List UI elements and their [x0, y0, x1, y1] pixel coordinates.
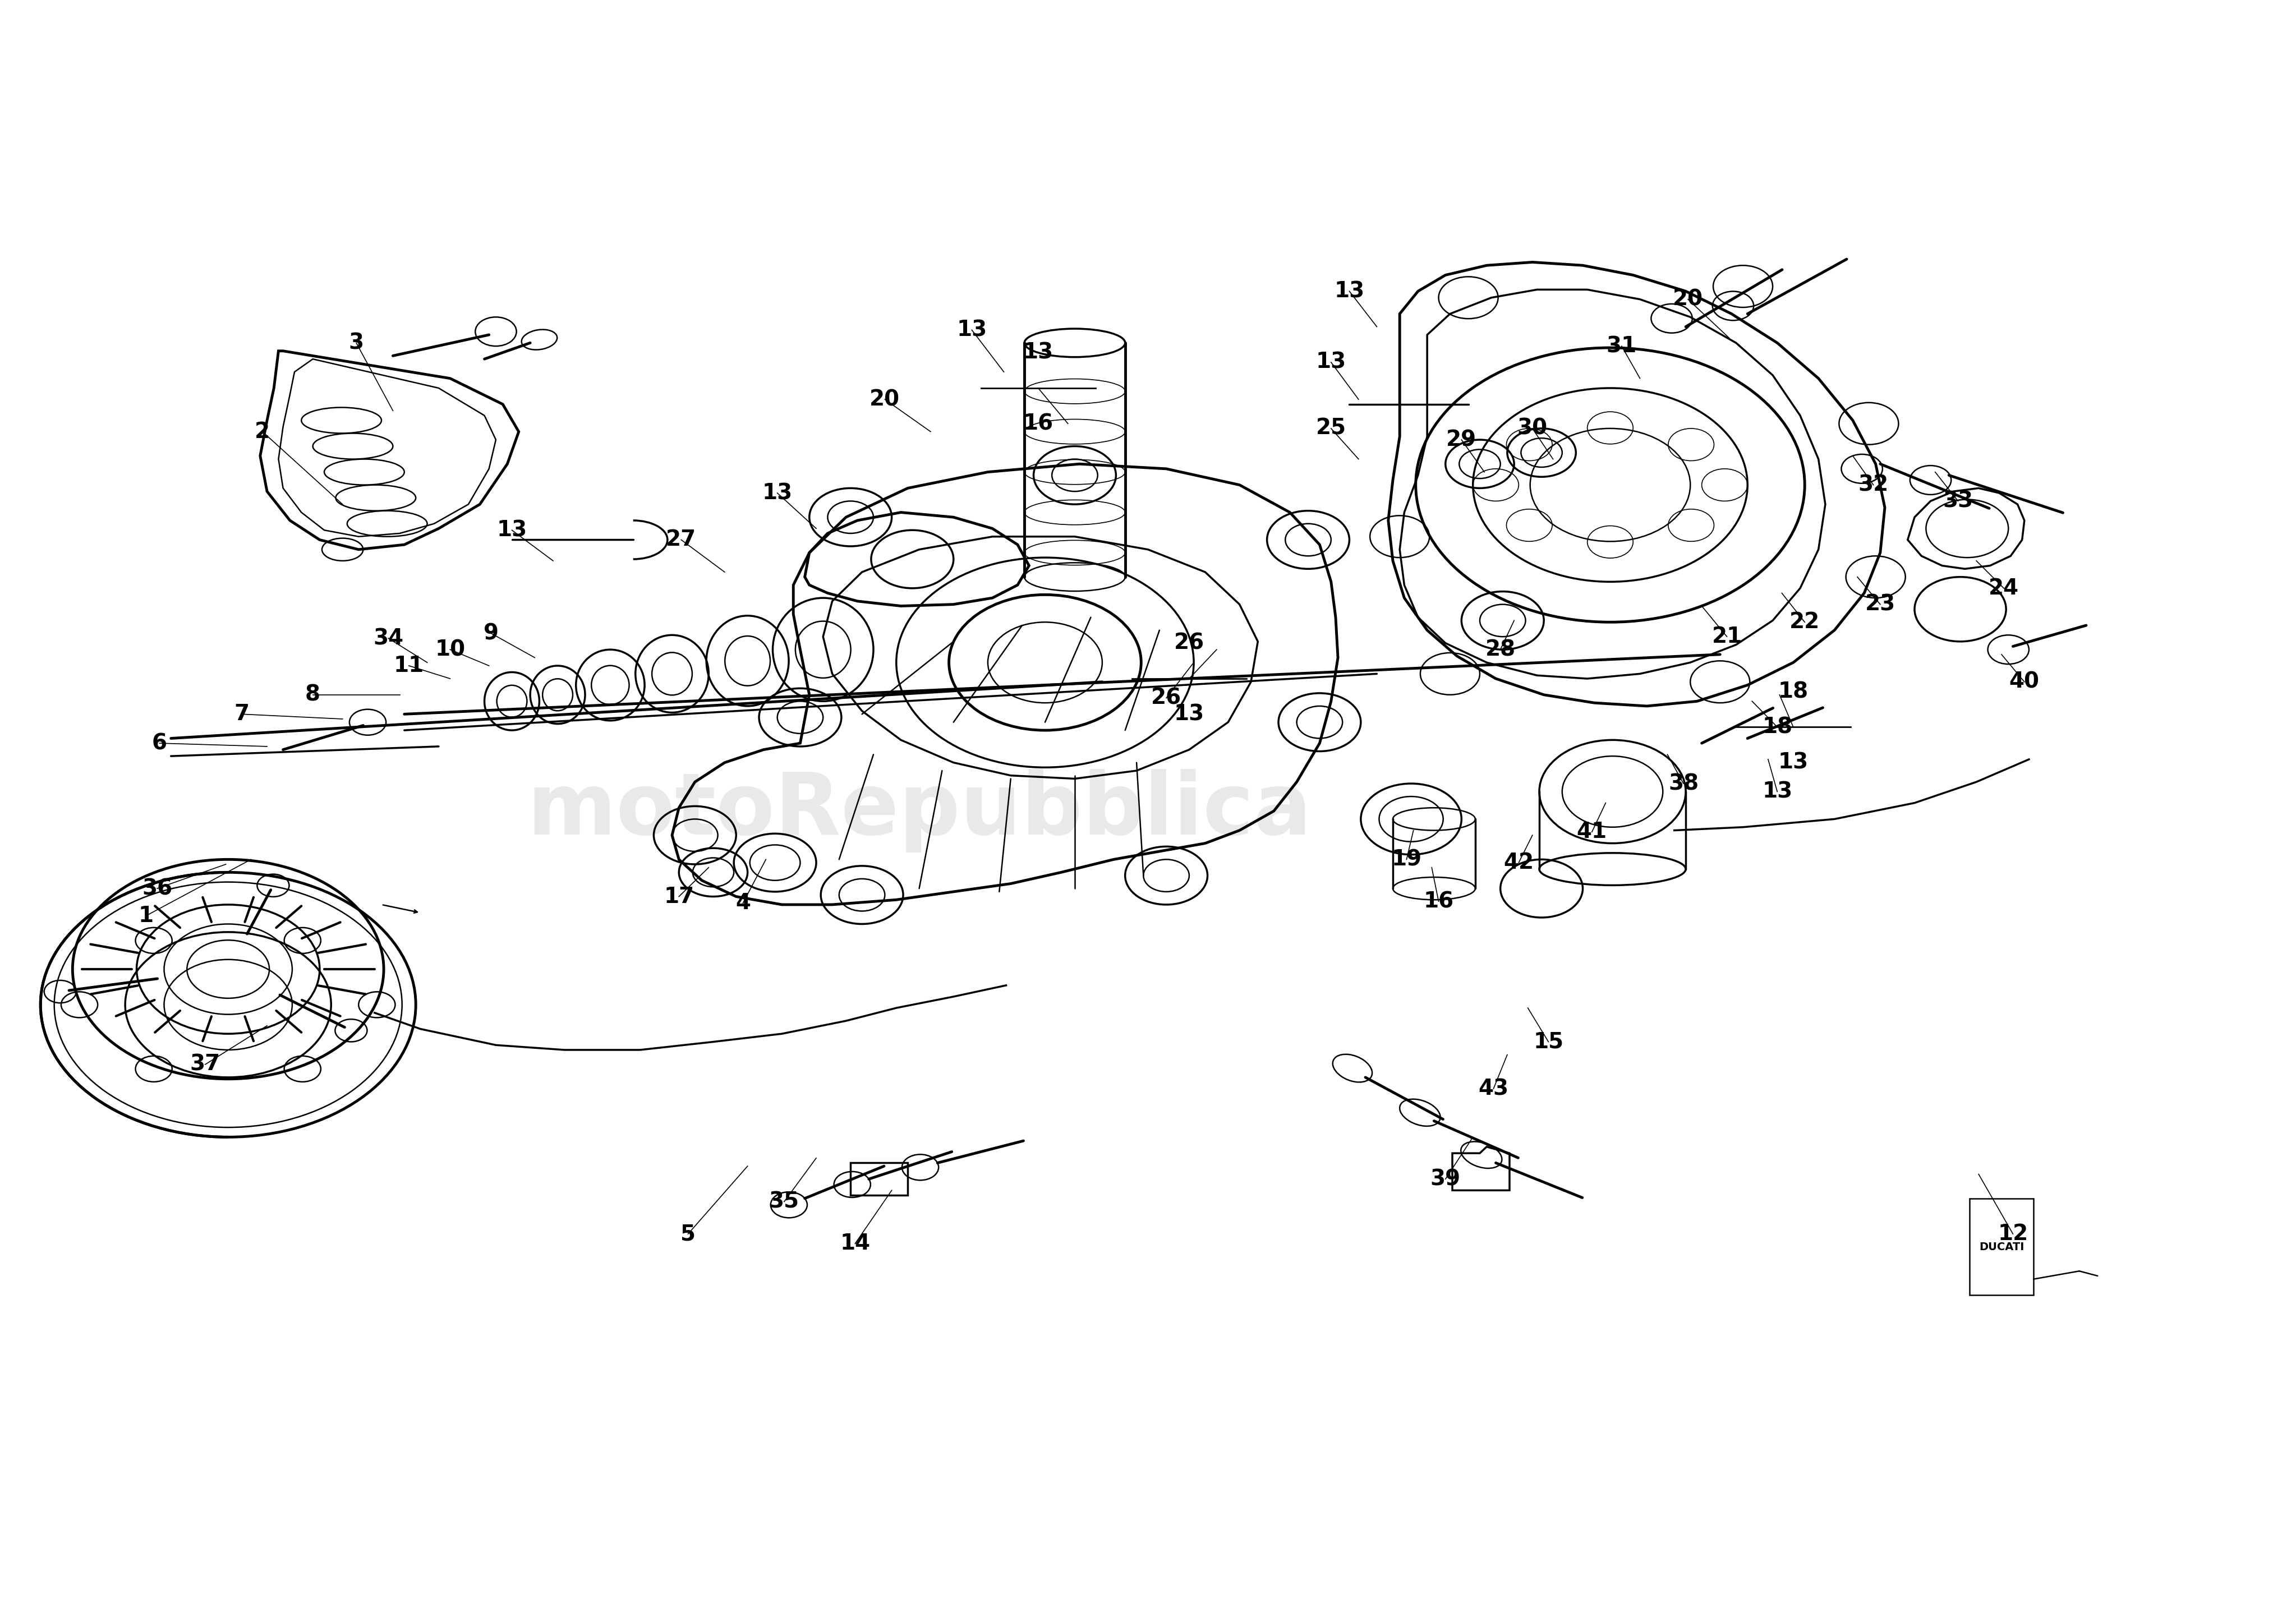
Text: motoRepubblica: motoRepubblica: [526, 769, 1311, 853]
Text: 14: 14: [840, 1233, 870, 1254]
Text: 13: 13: [957, 320, 987, 341]
Text: DUCATI: DUCATI: [1979, 1241, 2025, 1252]
Text: 19: 19: [1391, 848, 1421, 869]
Text: 1: 1: [138, 905, 154, 926]
Text: 13: 13: [1761, 780, 1793, 803]
Text: 38: 38: [1669, 774, 1699, 795]
Text: 10: 10: [434, 639, 466, 660]
Text: 27: 27: [666, 529, 696, 550]
Text: 25: 25: [1316, 418, 1345, 440]
Text: 13: 13: [1334, 281, 1364, 302]
Text: 29: 29: [1446, 430, 1476, 451]
Text: 16: 16: [1024, 414, 1054, 435]
Text: 24: 24: [1988, 577, 2018, 599]
Text: 37: 37: [191, 1054, 220, 1075]
Text: 41: 41: [1577, 821, 1607, 843]
Text: 18: 18: [1761, 717, 1793, 738]
Text: 35: 35: [769, 1191, 799, 1212]
Text: 13: 13: [762, 482, 792, 504]
Text: 33: 33: [1942, 490, 1972, 511]
Text: 26: 26: [1173, 633, 1205, 654]
Text: 22: 22: [1789, 611, 1821, 633]
Text: 23: 23: [1864, 594, 1896, 615]
Text: 9: 9: [484, 623, 498, 644]
Text: 13: 13: [1024, 342, 1054, 363]
Text: 8: 8: [305, 684, 321, 706]
Text: 28: 28: [1486, 639, 1515, 660]
Text: 11: 11: [393, 655, 425, 676]
Text: 30: 30: [1518, 418, 1548, 440]
Text: 20: 20: [870, 389, 900, 410]
Text: 7: 7: [234, 704, 250, 725]
Text: 34: 34: [374, 628, 404, 649]
Text: 5: 5: [680, 1223, 696, 1244]
Text: 16: 16: [1424, 890, 1453, 912]
Text: 13: 13: [1173, 704, 1205, 725]
Text: 4: 4: [735, 892, 751, 913]
Text: 3: 3: [349, 333, 363, 354]
Text: 26: 26: [1150, 688, 1182, 709]
Text: 12: 12: [1998, 1223, 2027, 1244]
Text: 43: 43: [1479, 1079, 1508, 1100]
Text: 21: 21: [1713, 626, 1743, 647]
Text: 39: 39: [1430, 1168, 1460, 1189]
Text: 2: 2: [255, 422, 271, 443]
Text: 17: 17: [664, 886, 693, 907]
Text: 32: 32: [1857, 474, 1890, 496]
Text: 36: 36: [142, 878, 172, 899]
Text: 6: 6: [152, 733, 168, 754]
Text: 18: 18: [1777, 681, 1809, 702]
Text: 13: 13: [496, 519, 528, 540]
Text: 40: 40: [2009, 672, 2039, 693]
Text: 31: 31: [1607, 336, 1637, 357]
Text: 20: 20: [1674, 289, 1704, 310]
Text: 15: 15: [1534, 1032, 1564, 1053]
Text: 13: 13: [1777, 753, 1809, 774]
Text: 13: 13: [1316, 352, 1345, 373]
Text: 42: 42: [1504, 852, 1534, 873]
